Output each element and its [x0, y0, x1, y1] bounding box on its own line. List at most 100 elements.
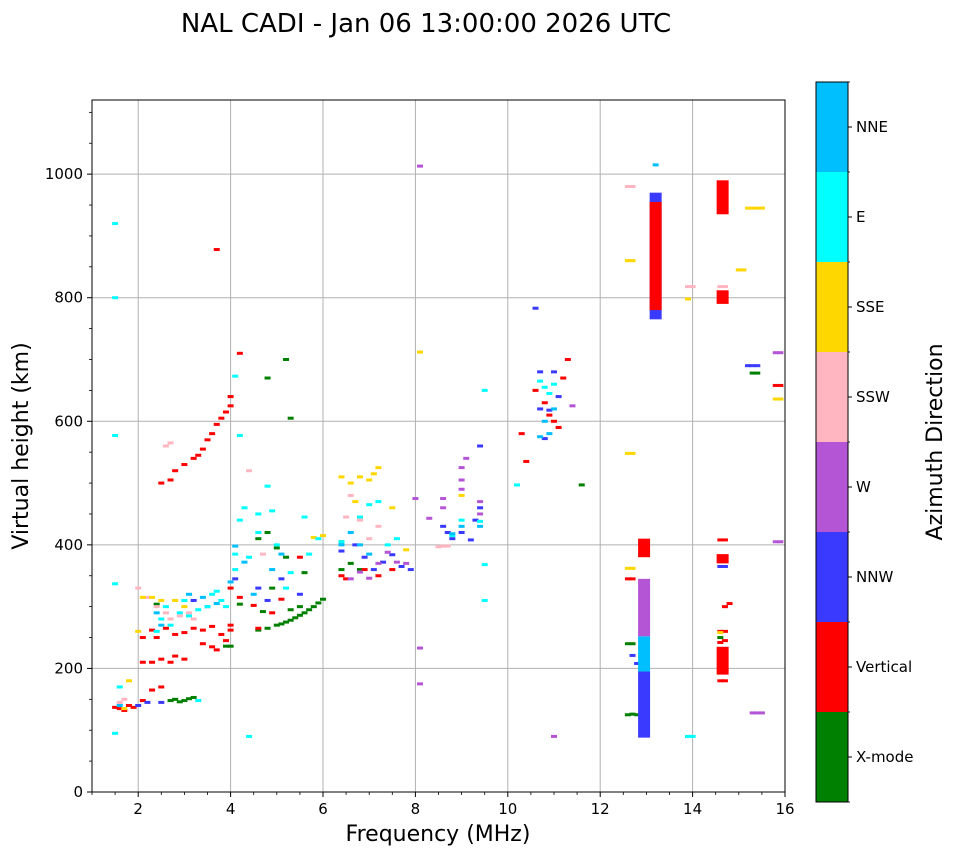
echo-band-vertical [638, 538, 651, 558]
data-point-vertical [564, 358, 571, 361]
data-point-vertical [195, 453, 202, 457]
data-point-vertical [199, 628, 206, 632]
data-point-w [393, 560, 400, 564]
data-point-vertical [209, 432, 216, 436]
data-point-vertical [227, 623, 234, 627]
data-point-nne [153, 611, 160, 615]
data-point-vertical [167, 478, 174, 482]
data-layer [112, 163, 784, 738]
data-point-e [116, 685, 123, 689]
data-point-nne [116, 704, 123, 707]
data-point-w [458, 487, 465, 491]
data-point-vertical [624, 577, 631, 581]
data-point-vertical [130, 705, 137, 709]
data-point-nnw [264, 598, 271, 602]
data-point-w [477, 500, 484, 504]
axis-layer: 2 4 6 8 10 12 14 16 0 200 400 600 800 1000 [45, 111, 795, 818]
data-point-vertical [125, 704, 132, 707]
data-point-ssw [176, 614, 183, 618]
data-point-vertical [149, 660, 156, 664]
data-point-vertical [139, 660, 146, 664]
data-point-vertical [213, 248, 220, 252]
data-point-w [356, 570, 363, 574]
data-point-sse [366, 478, 373, 482]
data-point-sse [754, 206, 761, 210]
data-point-vertical [389, 568, 396, 572]
data-point-x-mode [306, 608, 313, 612]
data-point-nnw [477, 506, 484, 510]
data-point-ssw [440, 544, 447, 548]
data-point-sse [338, 475, 345, 479]
data-point-x-mode [624, 642, 631, 646]
x-tick-label: 6 [318, 800, 328, 818]
data-point-x-mode [624, 713, 631, 717]
data-point-nne [232, 544, 239, 548]
data-point-vertical [181, 463, 188, 467]
colorbar-label: NNE [856, 118, 888, 136]
data-point-x-mode [356, 568, 363, 572]
data-point-e [112, 433, 119, 437]
data-point-vertical [560, 376, 567, 380]
data-point-x-mode [283, 620, 290, 624]
colorbar-segment-x-mode [816, 712, 848, 802]
data-point-x-mode [634, 713, 641, 717]
data-point-x-mode [292, 616, 299, 620]
data-point-e [546, 391, 553, 395]
data-point-e [301, 515, 308, 519]
x-tick-label: 16 [775, 800, 794, 818]
data-point-vertical [227, 395, 234, 399]
data-point-w [403, 561, 410, 565]
data-point-nnw [398, 564, 405, 568]
data-point-ssw [717, 285, 724, 289]
x-tick-label: 10 [498, 800, 517, 818]
data-point-nnw [144, 700, 151, 704]
data-point-x-mode [264, 626, 271, 630]
data-point-nne [241, 560, 248, 564]
data-point-sse [749, 206, 756, 210]
data-point-x-mode [301, 611, 308, 615]
data-point-vertical [269, 611, 276, 615]
data-point-vertical [139, 699, 146, 703]
data-point-vertical [227, 628, 234, 632]
data-point-x-mode [273, 623, 280, 627]
data-point-nne [199, 595, 206, 599]
data-point-vertical [721, 538, 728, 542]
data-point-vertical [213, 648, 220, 652]
y-tick-label: 600 [54, 412, 83, 430]
data-point-nne [186, 592, 193, 596]
data-point-ssw [259, 552, 266, 556]
data-point-x-mode [273, 546, 280, 550]
data-point-vertical [149, 688, 156, 692]
data-point-e [356, 515, 363, 519]
data-point-e [541, 385, 548, 389]
colorbar-segment-ssw [816, 352, 848, 442]
data-point-e [153, 629, 160, 633]
colorbar-segment-e [816, 172, 848, 262]
data-point-w [417, 164, 424, 168]
data-point-x-mode [222, 644, 229, 648]
data-point-ssw [167, 617, 174, 621]
data-point-x-mode [296, 613, 303, 617]
data-point-x-mode [629, 712, 636, 716]
y-tick-label: 400 [54, 536, 83, 554]
data-point-e [236, 433, 243, 437]
x-axis-label: Frequency (MHz) [346, 822, 531, 847]
data-point-x-mode [176, 700, 183, 704]
grid-layer [92, 100, 785, 792]
data-point-nnw [338, 549, 345, 553]
data-point-w [551, 734, 557, 738]
data-point-w [426, 516, 433, 520]
data-point-vertical [204, 438, 211, 442]
data-point-e [255, 531, 262, 534]
data-point-vertical [181, 657, 188, 661]
data-point-e [255, 512, 262, 516]
data-point-vertical [172, 654, 179, 658]
data-point-x-mode [338, 568, 345, 572]
colorbar-frame [815, 81, 849, 803]
x-tick-label: 4 [226, 800, 236, 818]
data-point-sse [777, 397, 784, 401]
echo-band-w [638, 578, 651, 637]
data-point-e [287, 571, 294, 575]
data-point-x-mode [310, 605, 317, 609]
data-point-vertical [338, 574, 345, 578]
